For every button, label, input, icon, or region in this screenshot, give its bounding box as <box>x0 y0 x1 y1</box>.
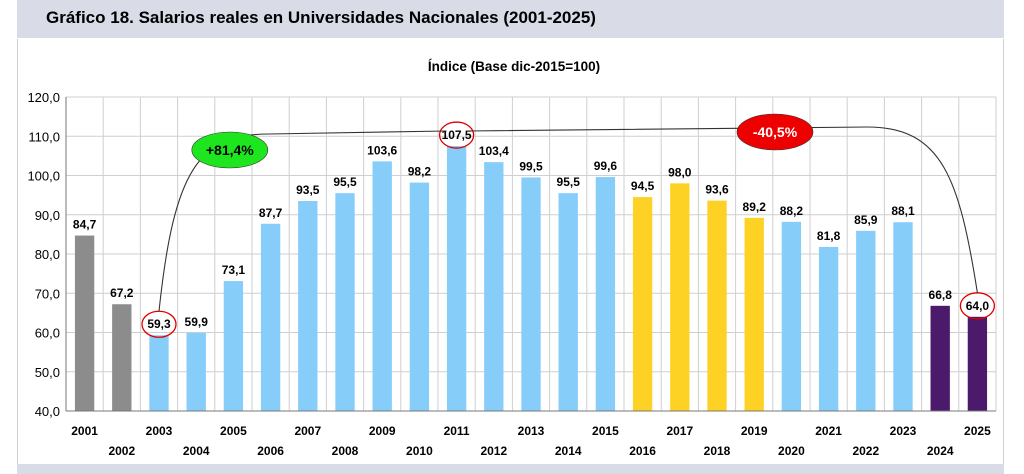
bar <box>595 177 616 411</box>
x-tick-label: 2004 <box>183 444 210 458</box>
bar <box>521 177 541 411</box>
data-label: 93,5 <box>296 183 320 197</box>
footer-bar <box>17 464 1004 474</box>
data-label: 107,5 <box>442 128 472 142</box>
x-tick-label: 2012 <box>480 444 507 458</box>
bar <box>818 246 839 411</box>
bar <box>74 235 95 411</box>
bar <box>335 193 355 411</box>
bar <box>558 193 578 411</box>
x-tick-label: 2021 <box>815 424 842 438</box>
bar <box>149 335 169 411</box>
bar <box>260 223 281 411</box>
y-tick-label: 120,0 <box>27 90 60 105</box>
x-tick-label: 2017 <box>666 424 693 438</box>
bar-chart: Índice (Base dic-2015=100) 40,0 50,0 60,0 7… <box>27 59 997 458</box>
y-tick-label: 100,0 <box>27 169 60 184</box>
x-tick-label: 2010 <box>406 444 433 458</box>
data-label: 59,9 <box>185 315 209 329</box>
bar <box>446 146 467 411</box>
data-label: 88,1 <box>891 204 915 218</box>
bar <box>632 197 653 411</box>
x-tick-label: 2011 <box>444 424 470 438</box>
data-label: 84,7 <box>73 218 97 232</box>
x-tick-label: 2020 <box>778 444 805 458</box>
data-label: 93,6 <box>705 183 729 197</box>
decline-badge <box>736 113 814 151</box>
y-tick-label: 50,0 <box>35 365 60 380</box>
data-label: 64,0 <box>966 299 990 313</box>
bar <box>409 182 430 411</box>
data-label: 103,6 <box>367 143 397 157</box>
x-tick-label: 2016 <box>629 444 656 458</box>
y-tick-label: 80,0 <box>35 247 60 262</box>
data-label: 81,8 <box>817 229 841 243</box>
data-label: 98,0 <box>668 165 692 179</box>
bar <box>893 222 913 411</box>
x-tick-label: 2024 <box>927 444 954 458</box>
data-label: 85,9 <box>854 213 878 227</box>
y-tick-label: 60,0 <box>35 326 60 341</box>
page-title: Gráfico 18. Salarios reales en Universid… <box>46 8 596 27</box>
x-tick-label: 2022 <box>852 444 879 458</box>
decline-connector <box>466 126 978 293</box>
highlight-circle <box>438 121 475 149</box>
x-tick-label: 2002 <box>108 444 135 458</box>
y-tick-label: 40,0 <box>35 404 60 419</box>
data-label: 95,5 <box>557 175 581 189</box>
data-label: 94,5 <box>631 179 655 193</box>
x-tick-label: 2023 <box>890 424 917 438</box>
bar <box>298 201 318 411</box>
data-label: 95,5 <box>333 175 357 189</box>
bar <box>856 230 876 411</box>
data-label: 87,7 <box>259 206 283 220</box>
bar <box>484 162 504 411</box>
bar <box>223 281 244 411</box>
x-tick-label: 2005 <box>220 424 247 438</box>
bar <box>930 305 950 411</box>
decline-badge-label: -40,5% <box>753 124 798 140</box>
data-label: 59,3 <box>147 317 171 331</box>
x-tick-label: 2019 <box>741 424 768 438</box>
data-label: 66,8 <box>929 288 953 302</box>
growth-badge <box>191 131 269 169</box>
chart-title: Índice (Base dic-2015=100) <box>428 59 600 74</box>
data-label: 73,1 <box>222 263 246 277</box>
x-tick-label: 2008 <box>332 444 359 458</box>
x-tick-label: 2014 <box>555 444 582 458</box>
x-tick-label: 2006 <box>257 444 284 458</box>
bar <box>112 304 132 411</box>
y-tick-label: 70,0 <box>35 286 60 301</box>
bar <box>781 221 802 411</box>
data-label: 99,6 <box>594 159 618 173</box>
data-label: 89,2 <box>743 200 767 214</box>
data-label: 99,5 <box>519 159 543 173</box>
x-tick-label: 2013 <box>518 424 545 438</box>
x-tick-label: 2001 <box>71 424 98 438</box>
data-label: 88,2 <box>780 204 804 218</box>
data-label: 67,2 <box>110 286 134 300</box>
x-tick-label: 2015 <box>592 424 619 438</box>
bar <box>186 332 206 411</box>
bar <box>744 217 764 411</box>
x-tick-label: 2025 <box>964 424 991 438</box>
bar <box>967 316 988 411</box>
header-bar: Gráfico 18. Salarios reales en Universid… <box>17 0 1004 38</box>
bar <box>707 200 727 411</box>
growth-connector <box>158 130 447 312</box>
y-tick-label: 90,0 <box>35 208 60 223</box>
x-tick-label: 2007 <box>294 424 321 438</box>
x-tick-label: 2018 <box>704 444 731 458</box>
growth-badge-label: +81,4% <box>206 142 254 158</box>
bar <box>372 161 392 411</box>
data-label: 103,4 <box>479 144 509 158</box>
y-tick-label: 110,0 <box>28 129 60 144</box>
bar <box>670 183 690 411</box>
chart-container: Índice (Base dic-2015=100) 40,0 50,0 60,0 7… <box>17 39 1004 464</box>
x-tick-label: 2009 <box>369 424 396 438</box>
x-tick-label: 2003 <box>146 424 173 438</box>
data-label: 98,2 <box>408 165 432 179</box>
